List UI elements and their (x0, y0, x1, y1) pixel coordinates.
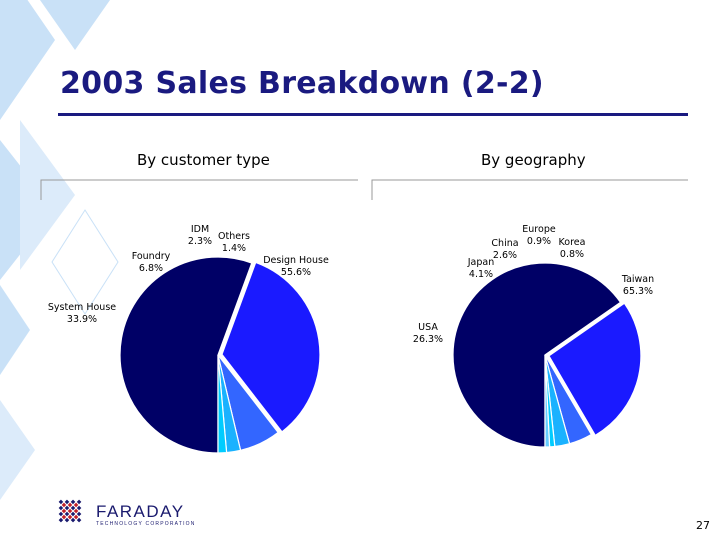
page-number: 27 (696, 519, 710, 532)
logo-tagline: TECHNOLOGY CORPORATION (96, 521, 196, 527)
logo-dot (64, 499, 70, 505)
logo-dot (76, 517, 82, 523)
logo-mark (58, 499, 82, 523)
slice-value-korea: 0.8% (560, 249, 584, 260)
logo-dot (61, 514, 67, 520)
chart-frame-customer-type (40, 179, 358, 200)
slice-label-europe: Europe (522, 224, 556, 235)
slice-label-china: China (491, 238, 518, 249)
logo-dot (58, 505, 64, 511)
chart-frame-geography (371, 179, 688, 200)
pie-slice-taiwan (452, 262, 622, 448)
logo-dot (70, 517, 76, 523)
slice-label-foundry: Foundry (132, 251, 171, 262)
logo-dot (76, 499, 82, 505)
logo-dot (61, 502, 67, 508)
logo-dot (70, 511, 76, 517)
logo-dot (67, 508, 73, 514)
logo-dot (58, 511, 64, 517)
slice-label-idm: IDM (191, 224, 209, 235)
pie-slice-usa (548, 302, 642, 437)
slice-label-japan: Japan (467, 257, 495, 268)
pie-slice-others (217, 354, 228, 454)
slice-value-system-house: 33.9% (67, 314, 97, 325)
logo-dot (76, 511, 82, 517)
slice-value-china: 2.6% (493, 250, 517, 261)
logo-dot (73, 502, 79, 508)
slice-value-europe: 0.9% (527, 236, 551, 247)
logo-dot (58, 517, 64, 523)
slice-label-system-house: System House (48, 302, 116, 313)
logo-dot (67, 514, 73, 520)
faraday-logo: FARADAY TECHNOLOGY CORPORATION (58, 499, 196, 527)
title-underline (58, 113, 688, 116)
slide-title: 2003 Sales Breakdown (2-2) (60, 66, 544, 101)
slice-value-usa: 26.3% (413, 334, 443, 345)
logo-dot (76, 505, 82, 511)
chart-title-geography: By geography (481, 151, 586, 169)
slice-value-foundry: 6.8% (139, 263, 163, 274)
pie-slice-design-house (119, 256, 253, 454)
logo-dot (67, 502, 73, 508)
logo-dot (64, 505, 70, 511)
slice-label-design-house: Design House (263, 255, 329, 266)
slice-value-japan: 4.1% (469, 269, 493, 280)
logo-dot (61, 508, 67, 514)
slice-value-others: 1.4% (222, 243, 246, 254)
slice-label-korea: Korea (559, 237, 586, 248)
logo-dot (64, 511, 70, 517)
logo-wordmark: FARADAY (96, 502, 185, 521)
pie-slice-korea (544, 354, 551, 448)
chart-title-customer-type: By customer type (137, 151, 270, 169)
logo-dot (70, 499, 76, 505)
slice-label-others: Others (218, 231, 250, 242)
logo-dot (58, 499, 64, 505)
logo-dot (73, 508, 79, 514)
slice-label-taiwan: Taiwan (621, 274, 654, 285)
logo-dot (70, 505, 76, 511)
logo-dot (64, 517, 70, 523)
logo-dot (73, 514, 79, 520)
slice-value-taiwan: 65.3% (623, 286, 653, 297)
slice-value-idm: 2.3% (188, 236, 212, 247)
pie-slice-system-house (221, 261, 321, 433)
slice-label-usa: USA (418, 322, 438, 333)
slice-value-design-house: 55.6% (281, 267, 311, 278)
